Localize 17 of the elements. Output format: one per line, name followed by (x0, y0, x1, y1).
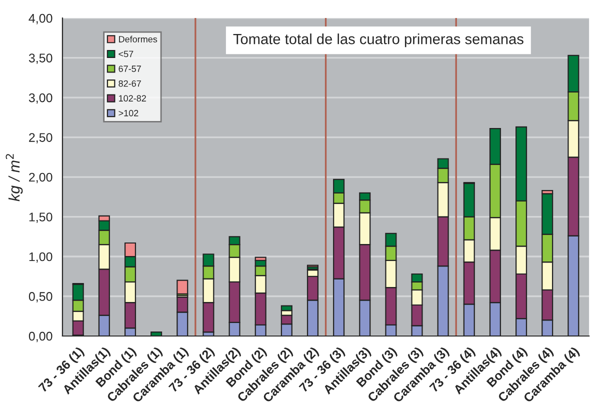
y-tick-label: 2,00 (29, 172, 52, 184)
y-axis-title: kg / m$^{2}$ (6, 154, 23, 202)
legend-label: 102-82 (118, 95, 146, 102)
legend-label: <57 (118, 50, 134, 58)
legend-label: Deformes (119, 36, 158, 42)
legend-label: 82-67 (118, 80, 141, 87)
y-tick-label: 3,00 (28, 93, 52, 104)
legend-label: 67-57 (118, 66, 141, 72)
y-tick-label: 1,00 (29, 252, 52, 263)
y-tick-label: 2,50 (29, 133, 52, 144)
y-tick-label: 1,50 (29, 212, 52, 223)
y-tick-label: 3,50 (28, 54, 52, 64)
y-tick-label: 4,00 (28, 14, 52, 24)
legend-label: >102 (118, 110, 138, 116)
y-tick-label: 0,00 (28, 332, 52, 342)
y-tick-label: 0,50 (28, 292, 52, 302)
text: Tomate total de las cuatro primeras semanas (233, 34, 524, 48)
